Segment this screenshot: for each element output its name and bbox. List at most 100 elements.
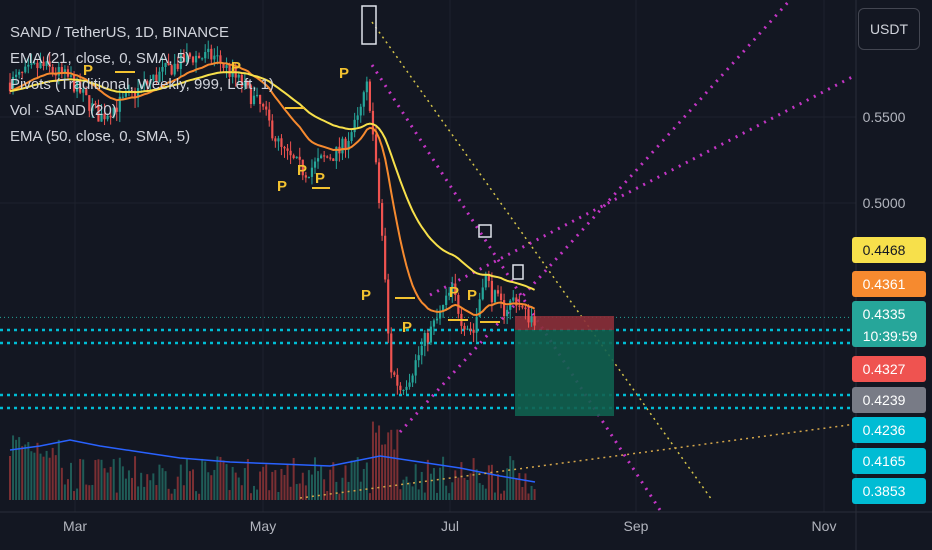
volume-bar — [304, 485, 307, 500]
candle-body — [341, 138, 344, 154]
candle-body — [109, 115, 112, 118]
candle-body — [225, 65, 228, 69]
volume-bar — [42, 456, 45, 500]
candle-body — [466, 328, 469, 330]
volume-bar — [121, 466, 124, 500]
volume-bar — [240, 485, 243, 500]
volume-bar — [301, 472, 304, 500]
volume-bar — [161, 468, 164, 500]
candle-body — [490, 280, 493, 303]
candle-body — [484, 273, 487, 288]
legend-volume[interactable]: Vol · SAND (20) — [10, 102, 117, 119]
volume-bar — [420, 471, 423, 500]
volume-bar — [362, 468, 365, 500]
price-label-text: 0.3853 — [863, 483, 906, 499]
legend-symbol[interactable]: SAND / TetherUS, 1D, BINANCE — [10, 24, 229, 41]
candle-body — [262, 103, 265, 107]
pivot-marker-label: P — [315, 170, 325, 187]
volume-bar — [353, 461, 356, 500]
legend-pivots[interactable]: Pivots (Traditional, Weekly, 999, Left, … — [10, 76, 275, 93]
extreme-markers — [361, 5, 524, 280]
legend-ema21[interactable]: EMA (21, close, 0, SMA, 5) — [10, 50, 191, 67]
candle-body — [115, 107, 118, 112]
pivot-marker-label: P — [277, 178, 287, 195]
candle-body — [201, 58, 204, 60]
volume-bar — [326, 490, 329, 500]
volume-bar — [524, 473, 527, 500]
candle-body — [143, 81, 146, 86]
legend-ema50[interactable]: EMA (50, close, 0, SMA, 5) — [10, 128, 191, 145]
volume-bar — [271, 471, 274, 500]
volume-bar — [195, 491, 198, 500]
swing-marker-box — [478, 224, 492, 238]
candle-body — [164, 62, 167, 68]
candle-body — [152, 74, 155, 81]
pivot-marker-label: P — [339, 65, 349, 82]
candle-body — [320, 155, 323, 159]
candle-body — [249, 85, 253, 105]
time-tick-label: May — [250, 518, 276, 534]
candle-body — [283, 146, 286, 149]
candle-body — [91, 103, 94, 111]
volume-bar — [335, 481, 338, 500]
candle-body — [33, 62, 36, 64]
candle-body — [509, 300, 512, 310]
candle-body — [149, 80, 152, 85]
volume-bar — [283, 474, 286, 500]
candle-body — [503, 300, 506, 317]
pivot-marker-label: P — [449, 284, 459, 301]
candle-body — [307, 176, 310, 178]
volume-bar — [131, 477, 133, 500]
volume-bar — [506, 468, 509, 500]
candle-body — [140, 85, 143, 89]
swing-marker-box — [361, 5, 377, 45]
time-axis-ticks: Mar May Jul Sep Nov — [63, 518, 837, 534]
volume-bar — [298, 483, 301, 500]
price-label-box — [852, 271, 926, 297]
volume-bar — [457, 477, 460, 500]
volume-bar — [381, 444, 384, 500]
volume-bar — [350, 460, 353, 500]
candle-body — [133, 90, 137, 98]
volume-bar — [63, 484, 66, 500]
candle-body — [255, 94, 259, 96]
volume-bar — [231, 466, 234, 500]
candle-body — [469, 328, 472, 330]
candle-body — [60, 67, 63, 74]
volume-bar — [280, 468, 283, 500]
channel-line-up-lower — [398, 0, 792, 434]
volume-bar — [387, 432, 390, 500]
volume-bar — [274, 470, 277, 500]
volume-bar — [57, 439, 60, 500]
volume-bar — [515, 477, 518, 500]
price-label-text: 0.4236 — [863, 422, 906, 438]
candle-body — [457, 295, 460, 314]
currency-button[interactable]: USDT — [858, 8, 920, 50]
candle-body — [268, 109, 271, 121]
candle-body — [39, 61, 42, 69]
volume-bar — [329, 469, 332, 500]
candle-body — [124, 92, 127, 97]
candle-body — [362, 92, 365, 107]
volume-bar — [179, 464, 182, 500]
volume-bar — [338, 493, 341, 500]
price-label-box — [852, 356, 926, 382]
volume-bar — [286, 463, 289, 500]
volume-bar — [207, 472, 210, 500]
volume-bar — [268, 490, 271, 500]
candle-body — [121, 96, 124, 98]
volume-bar — [384, 444, 387, 500]
candle-body — [30, 63, 33, 65]
volume-bar — [243, 468, 246, 500]
swing-marker-box — [512, 264, 524, 280]
candle-body — [475, 316, 478, 333]
candle-body — [170, 65, 173, 75]
candle-body — [396, 374, 399, 386]
volume-bar — [118, 457, 121, 500]
time-tick-label: Mar — [63, 518, 87, 534]
volume-bar — [70, 462, 72, 500]
candle-body — [11, 76, 15, 92]
short-position-tool[interactable] — [515, 316, 614, 416]
candle-body — [332, 158, 335, 162]
